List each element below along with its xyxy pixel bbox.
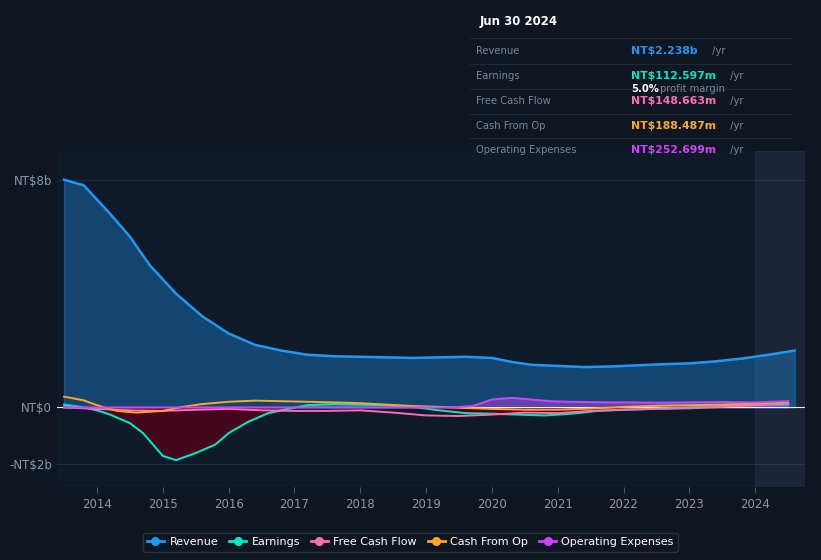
Text: /yr: /yr (727, 120, 743, 130)
Text: Jun 30 2024: Jun 30 2024 (479, 15, 557, 27)
Text: Operating Expenses: Operating Expenses (476, 144, 576, 155)
Text: /yr: /yr (709, 45, 726, 55)
Text: profit margin: profit margin (660, 84, 725, 94)
Text: /yr: /yr (727, 144, 743, 155)
Text: NT$188.487m: NT$188.487m (631, 120, 716, 130)
Text: NT$2.238b: NT$2.238b (631, 45, 698, 55)
Text: /yr: /yr (727, 96, 743, 106)
Text: NT$112.597m: NT$112.597m (631, 71, 716, 81)
Text: Revenue: Revenue (476, 45, 520, 55)
Legend: Revenue, Earnings, Free Cash Flow, Cash From Op, Operating Expenses: Revenue, Earnings, Free Cash Flow, Cash … (143, 533, 678, 552)
Text: NT$252.699m: NT$252.699m (631, 144, 716, 155)
Text: NT$148.663m: NT$148.663m (631, 96, 716, 106)
Text: 5.0%: 5.0% (631, 84, 658, 94)
Text: Free Cash Flow: Free Cash Flow (476, 96, 551, 106)
Text: Cash From Op: Cash From Op (476, 120, 545, 130)
Text: Earnings: Earnings (476, 71, 520, 81)
Bar (755, 151, 805, 487)
Text: /yr: /yr (727, 71, 743, 81)
